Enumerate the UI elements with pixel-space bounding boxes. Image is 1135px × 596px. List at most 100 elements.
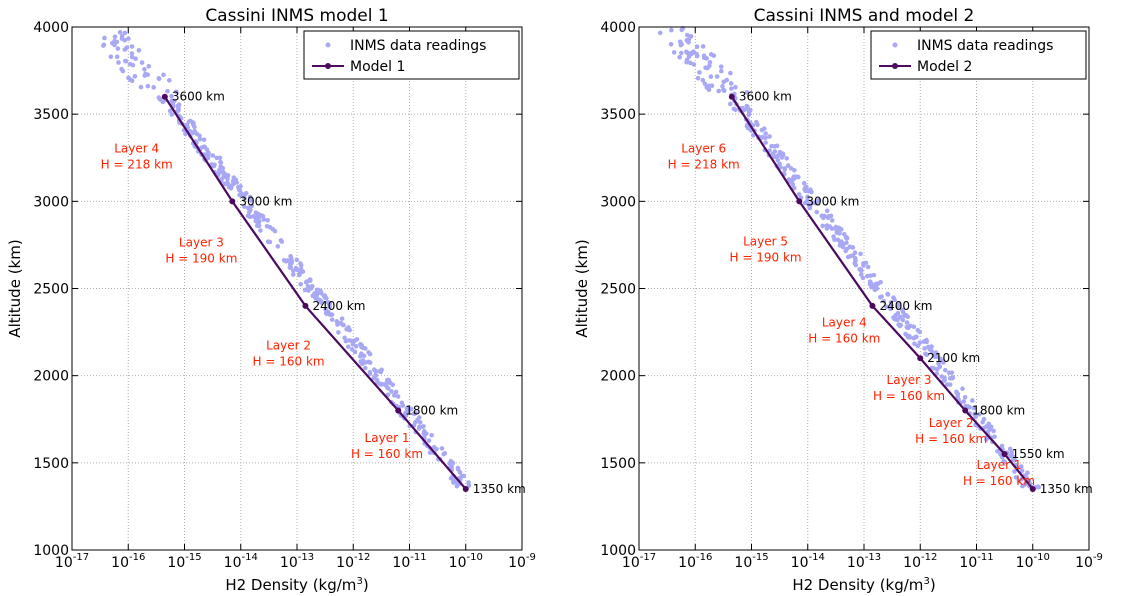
inms-data-point <box>933 350 939 355</box>
inms-data-point <box>359 359 365 365</box>
inms-data-point <box>973 414 978 420</box>
inms-data-point <box>151 85 156 90</box>
inms-data-point <box>845 254 851 260</box>
inms-data-point <box>413 410 418 416</box>
inms-data-point <box>904 320 910 325</box>
inms-data-point <box>984 424 989 429</box>
inms-data-point <box>302 287 308 293</box>
inms-data-point <box>962 394 968 400</box>
layer-scale-height: H = 218 km <box>668 157 740 171</box>
y-tick-label: 3500 <box>33 107 69 123</box>
inms-data-point <box>169 93 174 99</box>
inms-data-point <box>115 46 121 51</box>
x-tick-label: 10-13 <box>847 552 881 571</box>
inms-data-point <box>132 74 138 79</box>
x-axis-label: H2 Density (kg/m3) <box>792 576 935 594</box>
altitude-label: 1350 km <box>1040 482 1093 496</box>
inms-data-point <box>278 238 284 243</box>
inms-data-point <box>287 261 293 267</box>
layer-scale-height: H = 160 km <box>351 447 423 461</box>
inms-data-point <box>767 134 772 139</box>
y-tick-label: 3000 <box>33 194 69 210</box>
inms-data-point <box>863 260 869 266</box>
altitude-label: 2400 km <box>312 299 365 313</box>
legend-box <box>303 30 520 80</box>
inms-data-point <box>1013 475 1019 480</box>
inms-data-point <box>775 157 781 163</box>
x-tick-label: 10-16 <box>678 552 712 571</box>
inms-data-points <box>657 25 1041 490</box>
legend-box <box>870 30 1087 80</box>
inms-data-point <box>779 155 785 160</box>
inms-data-point <box>835 237 841 243</box>
inms-data-point <box>691 49 696 54</box>
inms-data-point <box>314 296 320 302</box>
model-point <box>917 355 924 362</box>
inms-data-point <box>1012 457 1018 463</box>
x-axis-label: H2 Density (kg/m3) <box>225 576 368 594</box>
inms-data-point <box>454 483 460 489</box>
model-point <box>796 198 803 205</box>
inms-data-point <box>258 228 263 233</box>
inms-data-point <box>169 112 175 117</box>
inms-data-point <box>353 343 359 349</box>
inms-data-point <box>701 53 707 59</box>
inms-data-point <box>668 41 674 47</box>
inms-data-point <box>790 182 796 187</box>
y-tick-label: 2000 <box>33 369 69 385</box>
inms-data-point <box>358 341 363 347</box>
inms-data-point <box>671 50 677 55</box>
inms-data-point <box>256 219 262 224</box>
model-point <box>395 407 402 414</box>
inms-data-point <box>844 235 850 241</box>
inms-data-point <box>367 351 373 357</box>
inms-data-point <box>290 272 296 277</box>
inms-data-point <box>903 331 908 337</box>
layer-label: Layer 6 <box>681 141 726 155</box>
chart-panel-model-1: 1350 km 1800 km 2400 km 3000 km 3600 km Layer… <box>0 0 567 596</box>
legend-marker-data <box>325 42 331 48</box>
inms-data-point <box>145 83 151 89</box>
inms-data-point <box>716 88 722 94</box>
inms-data-point <box>1025 470 1030 476</box>
inms-data-point <box>808 187 813 193</box>
inms-data-point <box>371 375 377 381</box>
inms-data-point <box>924 337 929 343</box>
inms-data-point <box>695 75 701 81</box>
y-tick-label: 1000 <box>33 543 69 559</box>
inms-data-point <box>126 75 131 81</box>
inms-data-point <box>298 266 304 272</box>
inms-data-point <box>156 76 162 82</box>
inms-data-point <box>219 176 224 182</box>
inms-data-point <box>183 131 188 137</box>
inms-data-point <box>421 424 426 429</box>
inms-data-point <box>146 63 152 69</box>
inms-data-point <box>888 304 893 309</box>
inms-data-point <box>816 197 822 203</box>
layer-label: Layer 3 <box>887 373 932 387</box>
inms-data-point <box>389 389 394 394</box>
inms-data-point <box>829 218 835 223</box>
inms-data-point <box>297 270 303 276</box>
inms-data-point <box>130 62 136 68</box>
inms-data-point <box>124 45 130 50</box>
inms-data-point <box>434 446 439 452</box>
y-tick-label: 3000 <box>600 194 636 210</box>
inms-data-point <box>145 72 151 78</box>
inms-data-point <box>122 30 128 36</box>
inms-data-point <box>210 153 216 158</box>
inms-data-point <box>834 230 840 235</box>
inms-data-point <box>865 264 871 270</box>
inms-data-point <box>133 56 138 62</box>
layer-scale-height: H = 190 km <box>165 252 237 266</box>
inms-data-point <box>824 226 830 231</box>
inms-data-point <box>714 74 720 79</box>
inms-data-point <box>391 393 397 398</box>
layer-label: Layer 4 <box>114 141 159 155</box>
layer-scale-height: H = 190 km <box>730 251 802 265</box>
inms-data-point <box>763 140 768 145</box>
inms-data-point <box>169 98 175 104</box>
inms-data-point <box>117 30 123 35</box>
inms-data-point <box>395 394 401 399</box>
inms-data-point <box>249 203 255 209</box>
